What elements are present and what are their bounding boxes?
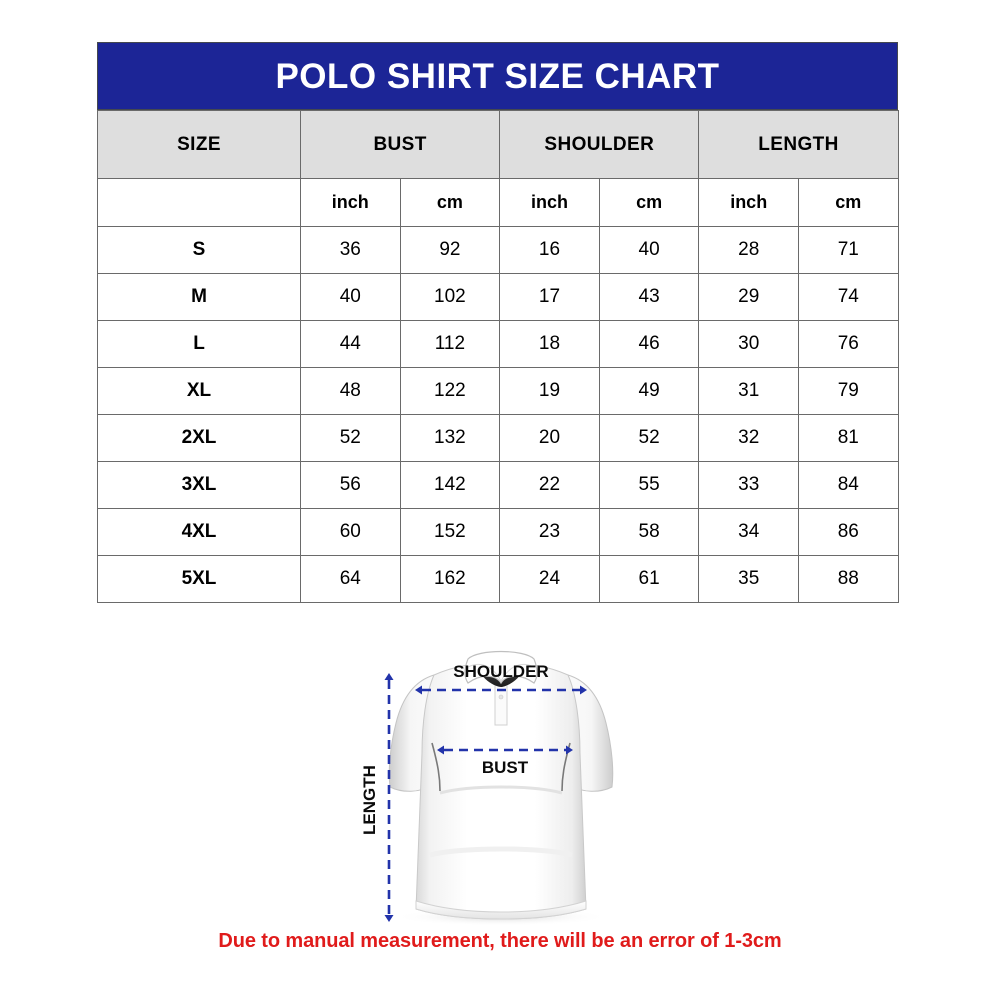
cell-shoulder-cm: 40 <box>598 226 700 274</box>
table-row: XL 48 122 19 49 31 79 <box>97 367 899 415</box>
cell-length-cm: 86 <box>798 508 899 556</box>
cell-bust-cm: 92 <box>399 226 501 274</box>
measurement-disclaimer: Due to manual measurement, there will be… <box>218 930 782 952</box>
cell-length-inch: 35 <box>698 555 799 603</box>
cell-shoulder-cm: 43 <box>598 273 700 321</box>
cell-length-inch: 34 <box>698 508 799 556</box>
cell-bust-inch: 56 <box>300 461 401 509</box>
cell-bust-inch: 40 <box>300 273 401 321</box>
cell-shoulder-inch: 19 <box>499 367 600 415</box>
cell-length-inch: 28 <box>698 226 799 274</box>
cell-size: 3XL <box>97 461 301 509</box>
cell-size: 4XL <box>97 508 301 556</box>
cell-size: L <box>97 320 301 368</box>
cell-shoulder-inch: 18 <box>499 320 600 368</box>
unit-cell-size-blank <box>97 178 301 227</box>
cell-length-inch: 31 <box>698 367 799 415</box>
cell-shoulder-inch: 23 <box>499 508 600 556</box>
table-row: L 44 112 18 46 30 76 <box>97 320 899 368</box>
cell-length-inch: 33 <box>698 461 799 509</box>
cell-length-cm: 74 <box>798 273 899 321</box>
chart-title-banner: POLO SHIRT SIZE CHART <box>97 42 898 110</box>
cell-length-cm: 88 <box>798 555 899 603</box>
table-row: 3XL 56 142 22 55 33 84 <box>97 461 899 509</box>
unit-cell-length-cm: cm <box>798 178 899 227</box>
cell-shoulder-cm: 49 <box>598 367 700 415</box>
cell-shoulder-inch: 17 <box>499 273 600 321</box>
cell-shoulder-inch: 22 <box>499 461 600 509</box>
unit-cell-length-inch: inch <box>698 178 799 227</box>
cell-length-inch: 30 <box>698 320 799 368</box>
cell-bust-inch: 36 <box>300 226 401 274</box>
bust-label: BUST <box>482 758 529 777</box>
cell-size: M <box>97 273 301 321</box>
cell-bust-inch: 60 <box>300 508 401 556</box>
cell-bust-cm: 142 <box>399 461 501 509</box>
table-row: 2XL 52 132 20 52 32 81 <box>97 414 899 462</box>
table-body: S 36 92 16 40 28 71 M 40 102 17 43 29 74 L 44 112 18 46 30 7… <box>97 226 899 603</box>
cell-shoulder-cm: 55 <box>598 461 700 509</box>
page-title: POLO SHIRT SIZE CHART <box>275 56 720 96</box>
cell-bust-inch: 44 <box>300 320 401 368</box>
column-header-bust: BUST <box>299 110 501 179</box>
cell-length-cm: 84 <box>798 461 899 509</box>
cell-size: 2XL <box>97 414 301 462</box>
cell-length-inch: 29 <box>698 273 799 321</box>
cell-size: S <box>97 226 301 274</box>
cell-shoulder-cm: 52 <box>598 414 700 462</box>
cell-length-cm: 71 <box>798 226 899 274</box>
cell-length-cm: 81 <box>798 414 899 462</box>
column-header-shoulder: SHOULDER <box>499 110 700 179</box>
unit-cell-bust-cm: cm <box>399 178 501 227</box>
table-unit-row: inch cm inch cm inch cm <box>97 178 899 227</box>
cell-length-cm: 79 <box>798 367 899 415</box>
cell-shoulder-cm: 58 <box>598 508 700 556</box>
table-row: 5XL 64 162 24 61 35 88 <box>97 555 899 603</box>
size-chart-block: POLO SHIRT SIZE CHART SIZE BUST SHOULDER… <box>97 42 899 603</box>
cell-bust-cm: 152 <box>399 508 501 556</box>
table-row: S 36 92 16 40 28 71 <box>97 226 899 274</box>
measurement-diagram: SHOULDER BUST LENGTH <box>0 625 1000 930</box>
cell-bust-cm: 132 <box>399 414 501 462</box>
cell-bust-cm: 112 <box>399 320 501 368</box>
cell-shoulder-inch: 20 <box>499 414 600 462</box>
cell-shoulder-cm: 61 <box>598 555 700 603</box>
cell-shoulder-inch: 16 <box>499 226 600 274</box>
cell-length-inch: 32 <box>698 414 799 462</box>
cell-bust-cm: 102 <box>399 273 501 321</box>
cell-size: 5XL <box>97 555 301 603</box>
cell-shoulder-cm: 46 <box>598 320 700 368</box>
cell-bust-cm: 162 <box>399 555 501 603</box>
cell-bust-inch: 48 <box>300 367 401 415</box>
column-header-length: LENGTH <box>698 110 899 179</box>
unit-cell-shoulder-cm: cm <box>598 178 700 227</box>
table-row: 4XL 60 152 23 58 34 86 <box>97 508 899 556</box>
shoulder-label: SHOULDER <box>453 662 548 681</box>
cell-shoulder-inch: 24 <box>499 555 600 603</box>
table-header-row: SIZE BUST SHOULDER LENGTH <box>97 110 899 179</box>
polo-shirt-illustration <box>388 650 614 920</box>
cell-bust-inch: 64 <box>300 555 401 603</box>
size-chart-table: SIZE BUST SHOULDER LENGTH inch cm inch c… <box>97 110 899 603</box>
cell-length-cm: 76 <box>798 320 899 368</box>
length-label: LENGTH <box>360 765 379 835</box>
cell-bust-inch: 52 <box>300 414 401 462</box>
unit-cell-bust-inch: inch <box>300 178 401 227</box>
table-row: M 40 102 17 43 29 74 <box>97 273 899 321</box>
cell-size: XL <box>97 367 301 415</box>
column-header-size: SIZE <box>97 110 301 179</box>
cell-bust-cm: 122 <box>399 367 501 415</box>
unit-cell-shoulder-inch: inch <box>499 178 600 227</box>
